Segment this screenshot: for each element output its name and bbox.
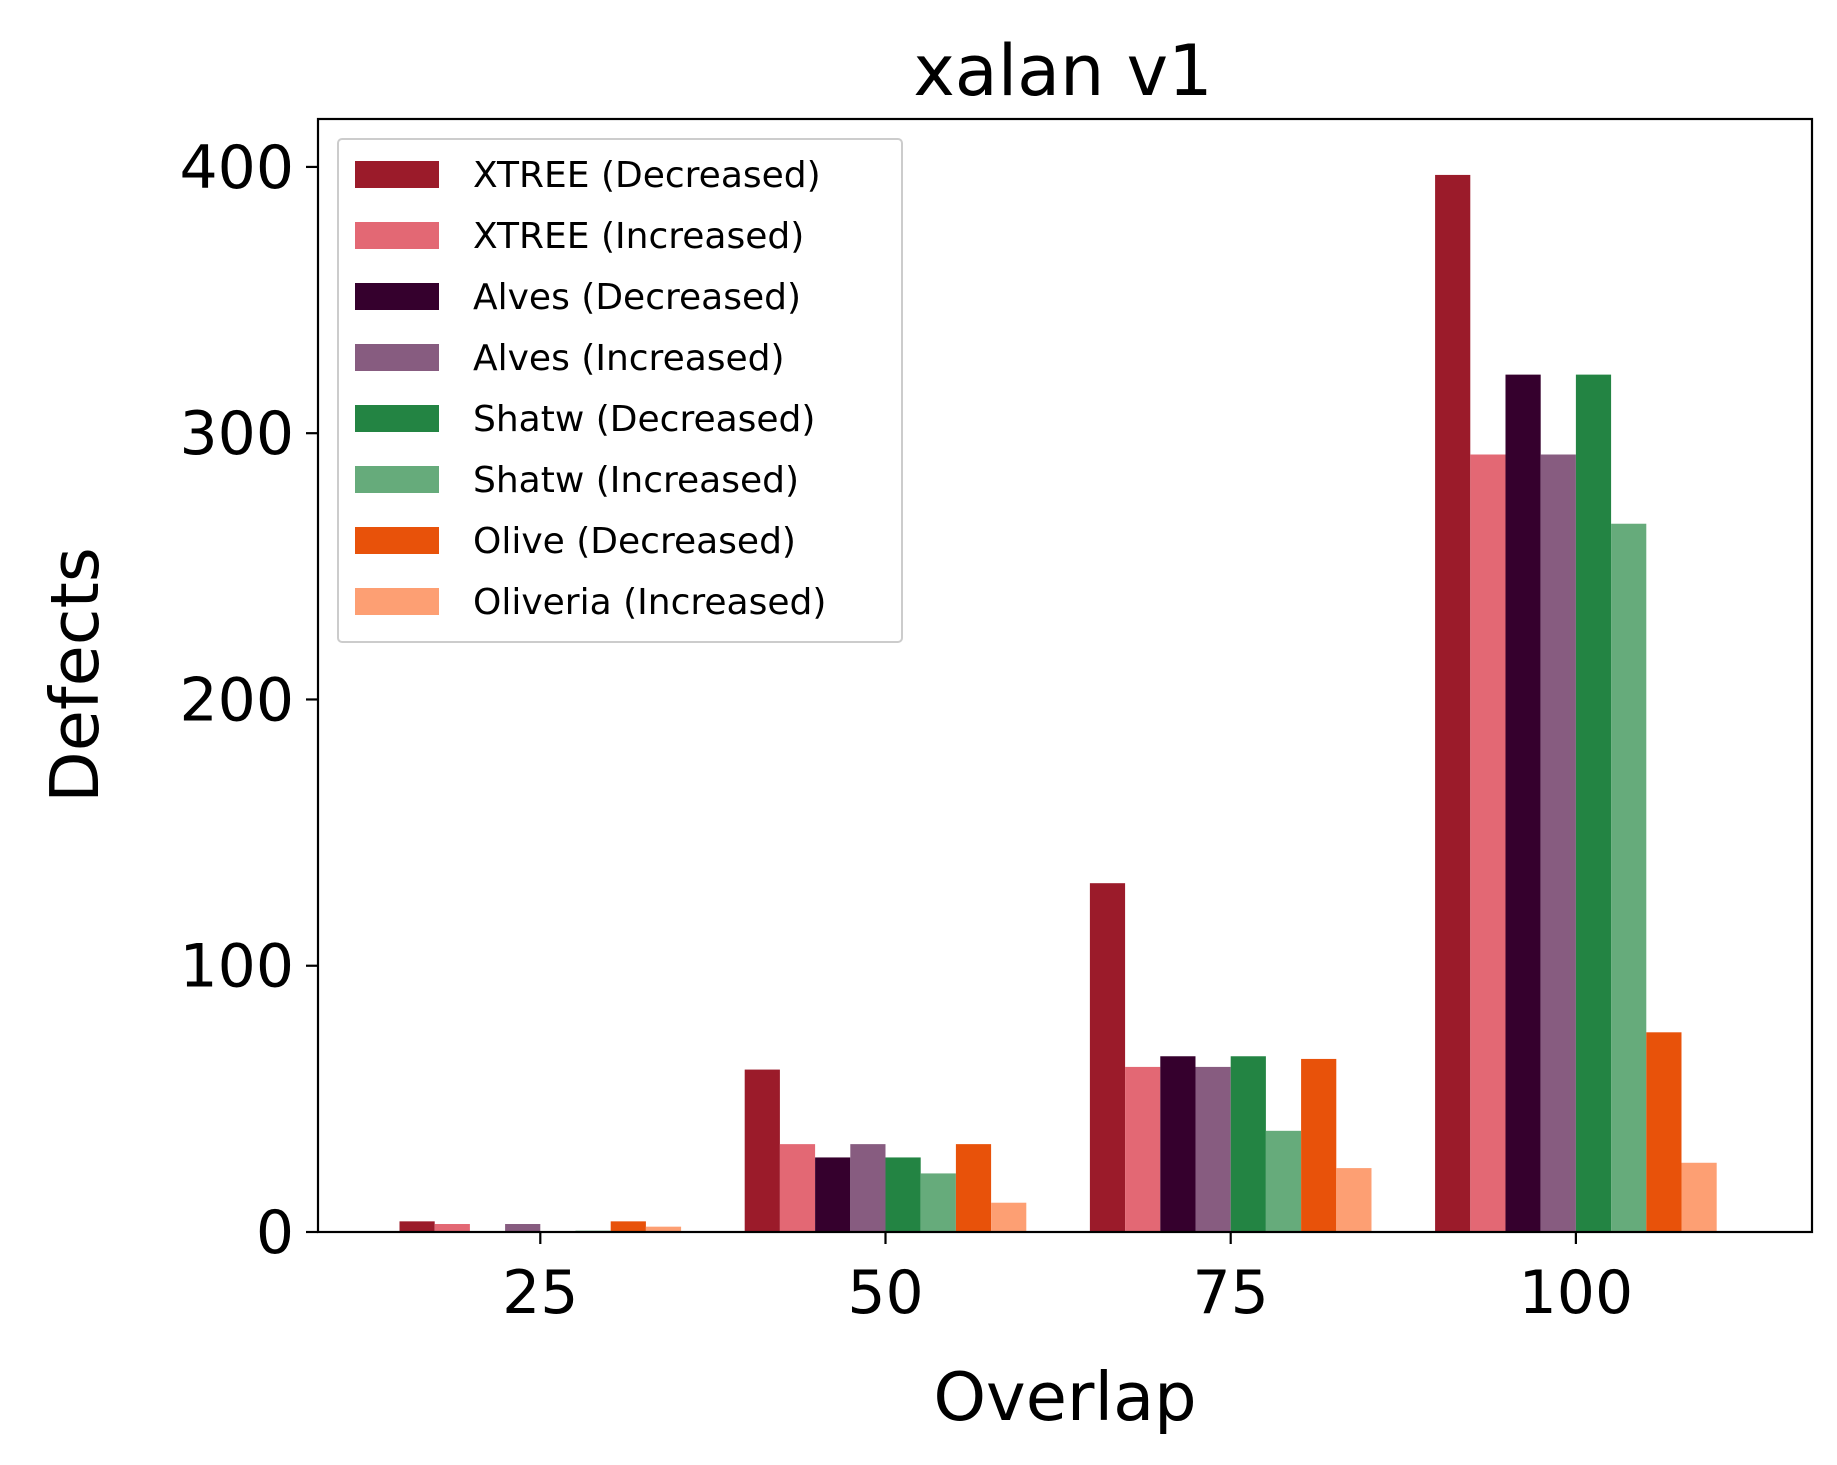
- bar: [1540, 454, 1576, 1232]
- x-tick-label: 25: [502, 1258, 578, 1328]
- bar: [610, 1221, 646, 1232]
- bar: [1505, 374, 1541, 1232]
- bar: [1336, 1168, 1372, 1232]
- bars-layer: [399, 174, 1717, 1232]
- x-tick-label: 50: [847, 1258, 923, 1328]
- legend-label: XTREE (Increased): [473, 216, 804, 257]
- bar: [779, 1144, 816, 1232]
- y-tick-label: 300: [179, 399, 294, 469]
- bar: [1160, 1056, 1196, 1232]
- bar: [885, 1157, 921, 1232]
- legend-swatch: [355, 283, 439, 310]
- bar: [434, 1224, 470, 1232]
- bar: [1575, 374, 1612, 1232]
- x-axis: 25 50 75 100: [502, 1232, 1633, 1328]
- bar: [505, 1224, 541, 1232]
- x-tick-label: 100: [1519, 1258, 1634, 1328]
- legend-box: [337, 138, 903, 643]
- bar: [1681, 1162, 1717, 1232]
- legend-label: XTREE (Decreased): [473, 155, 821, 196]
- y-tick-label: 100: [179, 932, 294, 1002]
- legend-swatch: [355, 588, 439, 615]
- bar: [920, 1173, 956, 1232]
- bar: [1646, 1032, 1682, 1232]
- bar: [744, 1069, 780, 1232]
- bar: [1230, 1056, 1266, 1232]
- bar: [1195, 1066, 1231, 1232]
- chart-title: xalan v1: [913, 30, 1212, 112]
- bar: [1470, 454, 1506, 1232]
- bar: [955, 1144, 992, 1232]
- y-tick-label: 200: [179, 665, 294, 735]
- bar: [645, 1226, 682, 1232]
- bar: [399, 1221, 435, 1232]
- legend-swatch: [355, 405, 439, 432]
- bar: [1089, 883, 1126, 1232]
- legend: XTREE (Decreased) XTREE (Increased) Alves …: [337, 138, 903, 643]
- legend-label: Alves (Increased): [473, 338, 785, 379]
- legend-swatch: [355, 527, 439, 554]
- legend-label: Olive (Decreased): [473, 521, 796, 562]
- bar: [1265, 1130, 1302, 1232]
- bar: [815, 1157, 851, 1232]
- legend-label: Oliveria (Increased): [473, 582, 826, 623]
- bar: [850, 1144, 886, 1232]
- x-tick-label: 75: [1193, 1258, 1269, 1328]
- y-axis-title: Defects: [36, 547, 114, 803]
- legend-label: Alves (Decreased): [473, 277, 801, 318]
- legend-swatch: [355, 466, 439, 493]
- plot-frame: [316, 117, 1814, 1234]
- bar: [991, 1202, 1027, 1232]
- bar: [1611, 523, 1647, 1232]
- bar: [1301, 1058, 1337, 1232]
- legend-swatch: [355, 161, 439, 188]
- legend-label: Shatw (Increased): [473, 460, 799, 501]
- y-tick-label: 400: [179, 133, 294, 203]
- x-axis-title: Overlap: [933, 1358, 1196, 1436]
- legend-swatch: [355, 222, 439, 249]
- y-tick-label: 0: [256, 1198, 294, 1268]
- bar: [1435, 174, 1471, 1232]
- y-axis: 0 100 200 300 400: [179, 133, 318, 1268]
- bar: [1125, 1066, 1161, 1232]
- legend-label: Shatw (Decreased): [473, 399, 815, 440]
- legend-swatch: [355, 344, 439, 371]
